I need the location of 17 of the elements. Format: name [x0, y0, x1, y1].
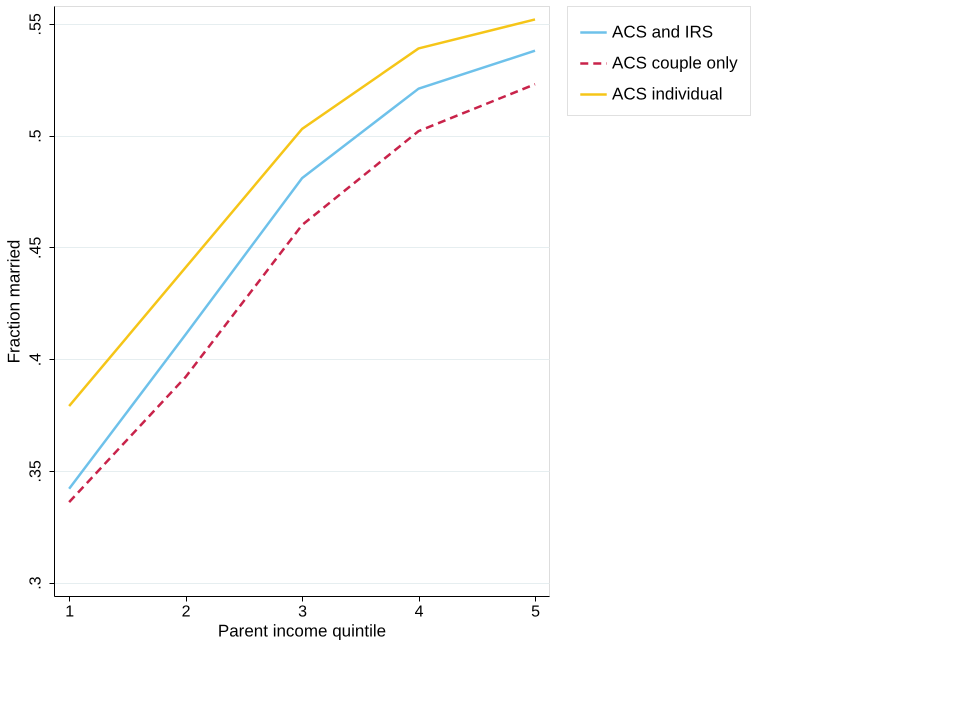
legend-label: ACS and IRS	[612, 22, 714, 42]
y-tick-label: .4	[28, 352, 44, 366]
legend-label: ACS couple only	[612, 54, 738, 72]
line-series	[68, 18, 536, 408]
x-tick-label: 5	[531, 604, 540, 620]
x-tick-label: 4	[414, 604, 424, 620]
y-tick-label: .45	[28, 236, 44, 259]
y-axis-title: Fraction married	[4, 240, 24, 364]
x-tick-label: 3	[298, 604, 308, 620]
y-tick-label: .35	[28, 460, 44, 482]
y-tick-label: .5	[28, 129, 44, 143]
x-tick-label: 2	[182, 604, 191, 620]
x-tick-label: 1	[65, 604, 74, 620]
x-axis-title: Parent income quintile	[218, 622, 386, 640]
legend-label: ACS individual	[612, 84, 723, 104]
y-tick-label: .55	[28, 13, 44, 36]
y-tick-label: .3	[28, 576, 44, 590]
